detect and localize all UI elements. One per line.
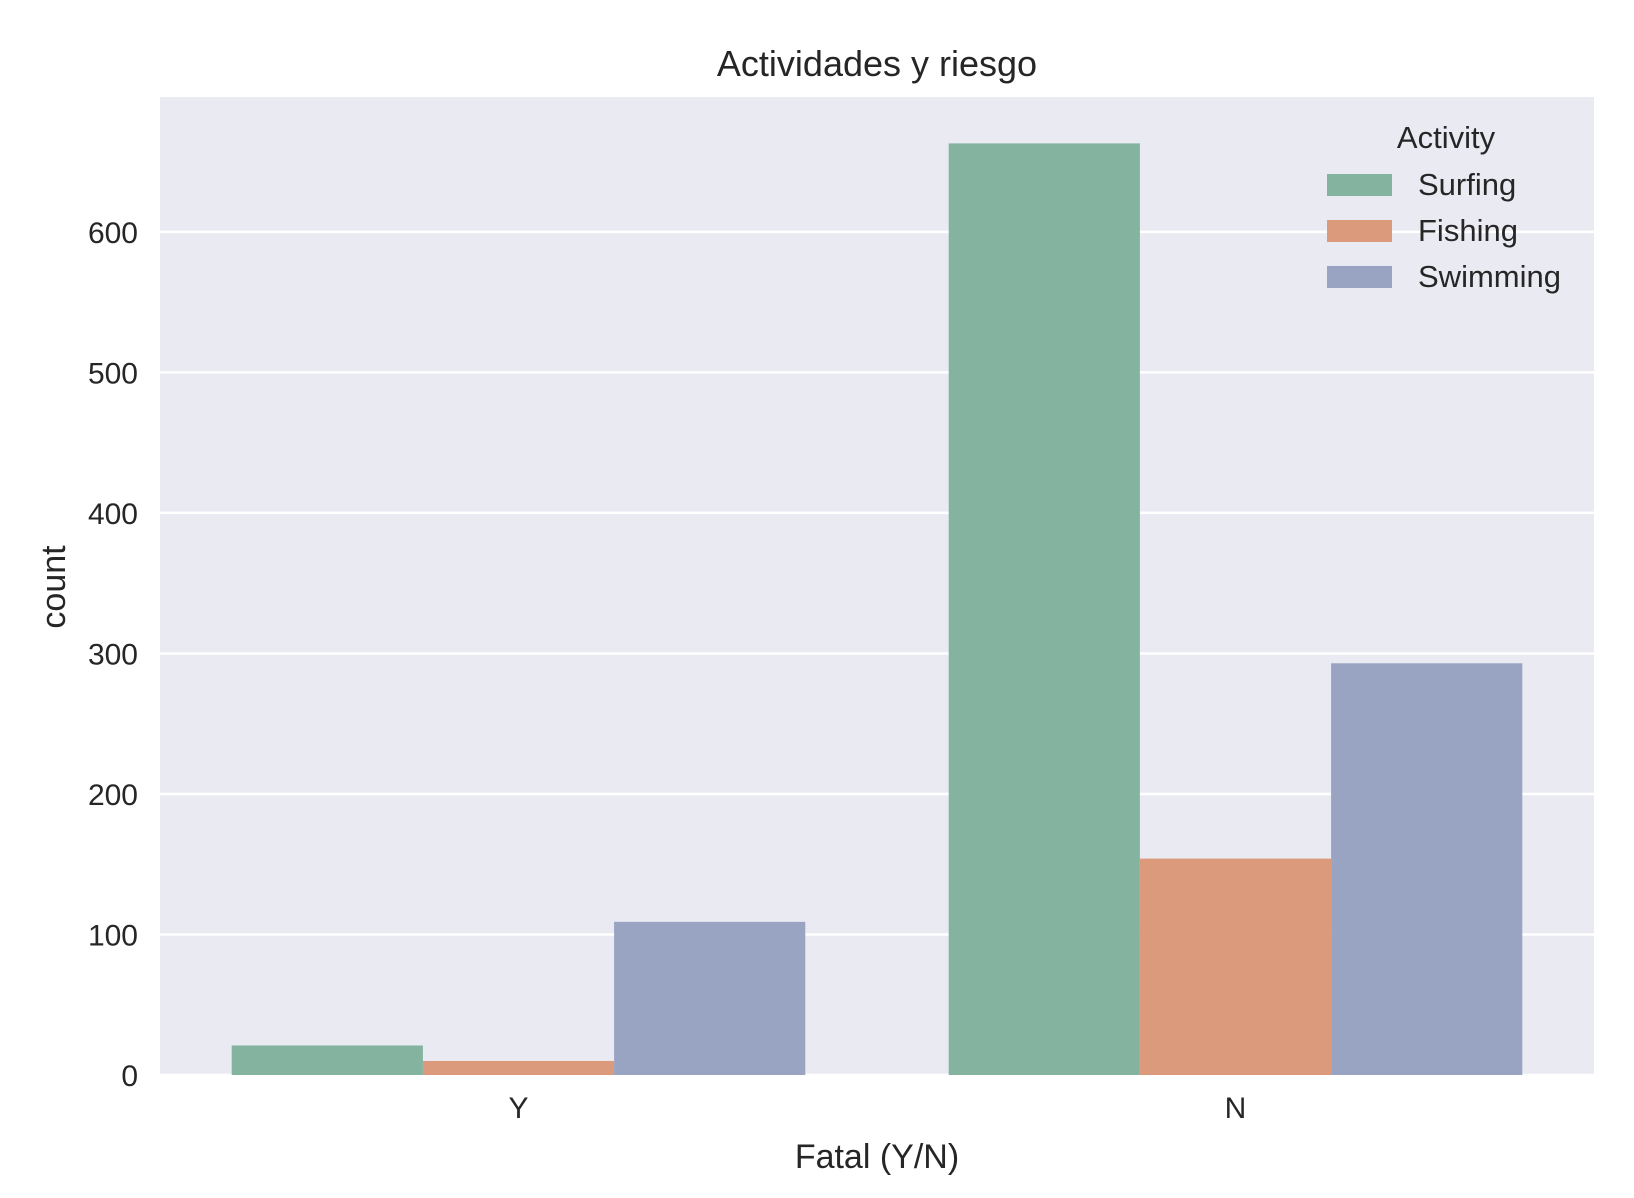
y-tick-label: 500: [88, 357, 138, 390]
legend-label-swimming: Swimming: [1418, 259, 1561, 294]
y-tick-label: 600: [88, 217, 138, 250]
legend-title: Activity: [1397, 120, 1496, 155]
bars: [231, 143, 1523, 1075]
chart-title: Actividades y riesgo: [717, 43, 1037, 84]
bar-swimming-y: [614, 921, 806, 1075]
bar-surfing-n: [948, 143, 1140, 1075]
x-tick-label: Y: [508, 1092, 528, 1125]
legend-label-surfing: Surfing: [1418, 167, 1516, 202]
y-tick-label: 200: [88, 779, 138, 812]
legend-label-fishing: Fishing: [1418, 213, 1518, 248]
x-axis-title: Fatal (Y/N): [795, 1138, 959, 1176]
legend-swatch-surfing: [1327, 174, 1392, 196]
bar-surfing-y: [231, 1045, 423, 1075]
y-tick-labels: 0 100 200 300 400 500 600: [88, 217, 138, 1093]
y-tick-label: 300: [88, 638, 138, 671]
y-tick-label: 0: [121, 1060, 138, 1093]
bar-fishing-y: [422, 1060, 615, 1075]
y-axis-title: count: [35, 545, 73, 629]
x-tick-label: N: [1225, 1092, 1247, 1125]
legend-items: Surfing Fishing Swimming: [1327, 167, 1561, 294]
y-tick-label: 100: [88, 919, 138, 952]
legend-swatch-swimming: [1327, 266, 1392, 288]
legend-swatch-fishing: [1327, 220, 1392, 242]
bar-swimming-n: [1331, 663, 1523, 1075]
bar-fishing-n: [1139, 858, 1332, 1075]
y-tick-label: 400: [88, 498, 138, 531]
legend: Activity Surfing Fishing Swimming: [1327, 120, 1561, 294]
